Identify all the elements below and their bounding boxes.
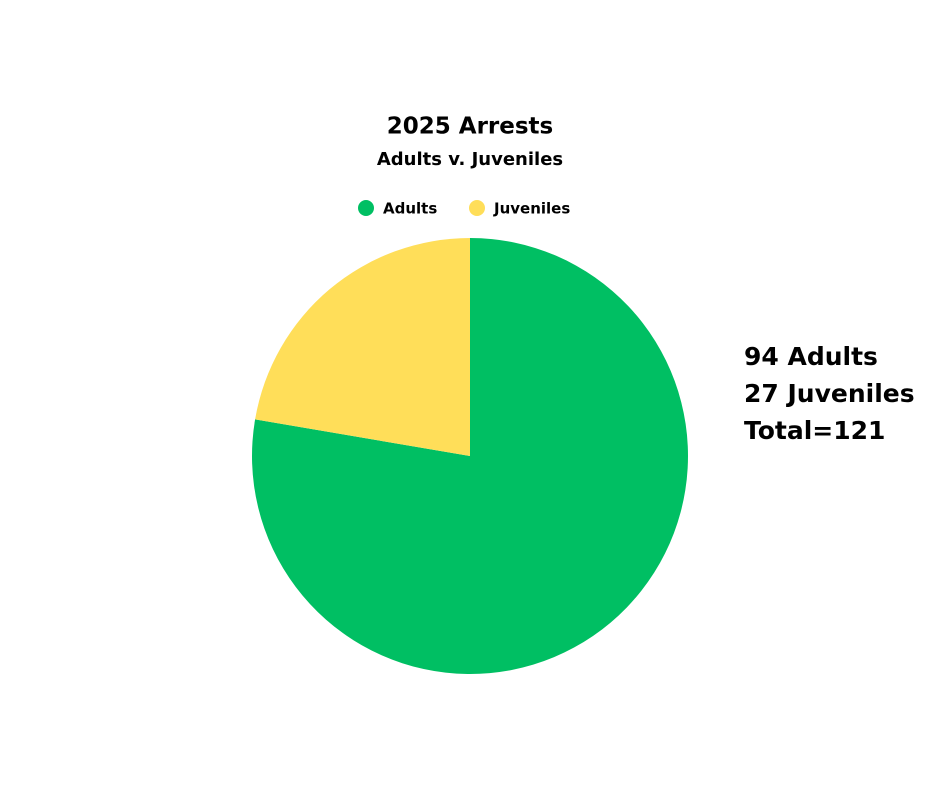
annotation: Total=121 xyxy=(744,416,885,445)
pie-slice xyxy=(255,238,470,456)
annotation: 94 Adults xyxy=(744,342,878,371)
chart-subtitle: Adults v. Juveniles xyxy=(377,149,563,170)
legend-swatch xyxy=(358,200,374,216)
chart-title: 2025 Arrests xyxy=(387,114,553,140)
legend-label: Juveniles xyxy=(493,200,570,218)
legend-label: Adults xyxy=(383,200,437,218)
annotation: 27 Juveniles xyxy=(744,379,915,408)
legend-swatch xyxy=(469,200,485,216)
